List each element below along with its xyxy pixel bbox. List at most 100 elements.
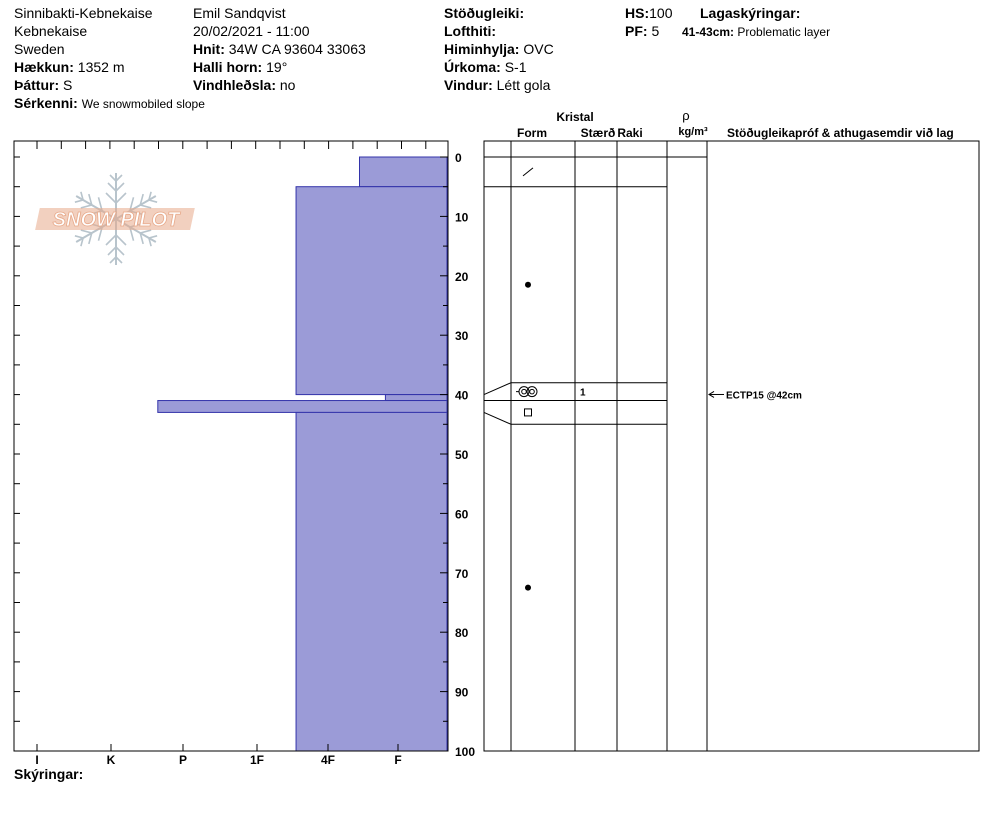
flake-branch xyxy=(80,237,84,247)
flake-branch xyxy=(105,192,117,204)
wind-loading-label: Vindhleðsla: xyxy=(193,77,276,93)
depth-tick-label: 70 xyxy=(455,567,469,581)
hardness-bar xyxy=(295,186,448,396)
hardness-bars xyxy=(157,156,448,752)
flake-branch xyxy=(88,193,93,206)
hs-value: 100 xyxy=(649,5,673,21)
hardness-bar xyxy=(384,394,448,402)
flake-branch xyxy=(115,192,127,204)
area-name: Kebnekaise xyxy=(14,23,88,39)
hardness-bar xyxy=(157,400,448,413)
slope-label: Halli horn: xyxy=(193,59,263,75)
depth-tick-label: 90 xyxy=(455,686,469,700)
grain-symbols: 1 xyxy=(516,167,586,591)
flake-branch xyxy=(139,232,144,245)
flake-branch xyxy=(148,191,152,201)
hardness-tick-label: P xyxy=(179,753,187,767)
form-header: Form xyxy=(517,126,547,140)
precip-label: Úrkoma: xyxy=(444,59,501,75)
snowpilot-logo: SNOW PILOT xyxy=(35,173,195,265)
layer-table: Kristal Form Stærð Raki ρ kg/m³ Stöðugle… xyxy=(483,108,980,752)
row-lines xyxy=(483,186,667,425)
hardness-bar xyxy=(295,411,448,752)
stability-tests: ECTP15 @42cm xyxy=(708,390,802,401)
size-header: Stærð xyxy=(581,126,616,140)
density-symbol: ρ xyxy=(682,108,689,123)
hardness-bar xyxy=(359,156,448,188)
layer-notes-label: Lagaskýringar: xyxy=(700,5,801,21)
air-temp-label: Lofthiti: xyxy=(444,23,497,39)
flake-branch xyxy=(115,174,123,182)
aspect-value: S xyxy=(63,77,73,93)
observer-name: Emil Sandqvist xyxy=(193,5,286,21)
flake-branch xyxy=(140,204,152,209)
flake-branch xyxy=(107,246,117,256)
flake-branch xyxy=(148,199,158,203)
layer-note-range: 41-43cm: xyxy=(682,25,735,39)
moisture-header: Raki xyxy=(617,126,642,140)
flake-branch xyxy=(74,235,84,239)
features-value: We snowmobiled slope xyxy=(81,97,205,111)
location-name: Sinnibakti-Kebnekaise xyxy=(14,5,153,21)
country-name: Sweden xyxy=(14,41,65,57)
depth-tick-label: 50 xyxy=(455,448,469,462)
decomposing-grain-icon xyxy=(522,167,534,177)
surface-hoar-icon xyxy=(526,386,538,398)
depth-tick-label: 80 xyxy=(455,626,469,640)
comments-header: Stöðugleikapróf & athugasemdir við lag xyxy=(727,126,954,140)
hardness-axis: I K P 1F 4F F xyxy=(35,744,402,767)
notes-label: Skýringar: xyxy=(14,766,84,782)
elevation-label: Hækkun: xyxy=(14,59,74,75)
logo-text: SNOW PILOT xyxy=(53,209,181,231)
row-connector xyxy=(483,411,512,425)
flake-branch xyxy=(109,174,117,182)
rounded-grain-icon xyxy=(525,584,531,591)
row-connector xyxy=(483,382,512,396)
flake-branch xyxy=(148,235,158,239)
flake-branch xyxy=(109,256,117,264)
flake-branch xyxy=(115,256,123,264)
test-label: ECTP15 @42cm xyxy=(726,390,802,401)
slope-value: 19° xyxy=(266,59,288,75)
left-ticks xyxy=(14,156,20,752)
layer-note-text: Problematic layer xyxy=(737,25,831,39)
flake-branch xyxy=(115,246,125,256)
top-ticks xyxy=(36,141,427,149)
table-frame xyxy=(483,140,980,752)
stability-label: Stöðugleiki: xyxy=(444,5,525,21)
wind-label: Vindur: xyxy=(444,77,493,93)
coords-label: Hnit: xyxy=(193,41,225,57)
flake-branch xyxy=(115,182,125,192)
flake-branch xyxy=(88,232,93,245)
faceted-grain-icon xyxy=(524,408,532,417)
flake-branch xyxy=(107,182,117,192)
grain-size-label: 1 xyxy=(580,388,586,399)
hardness-tick-label: K xyxy=(107,753,116,767)
elevation-value: 1352 m xyxy=(77,59,125,75)
aspect-label: Þáttur: xyxy=(14,77,60,93)
observation-datetime: 20/02/2021 - 11:00 xyxy=(193,23,310,39)
depth-tick-label: 0 xyxy=(455,151,462,165)
hardness-tick-label: 4F xyxy=(321,753,335,767)
hs-label: HS: xyxy=(625,5,650,21)
flake-branch xyxy=(80,229,92,234)
hardness-tick-label: F xyxy=(394,753,401,767)
depth-tick-label: 60 xyxy=(455,507,469,521)
precip-value: S-1 xyxy=(504,59,527,75)
features-label: Sérkenni: xyxy=(14,95,78,111)
surface-hoar-icon xyxy=(521,388,527,395)
depth-tick-label: 20 xyxy=(455,270,469,284)
flake-branch xyxy=(74,199,84,203)
pf-label: PF: xyxy=(625,23,648,39)
depth-tick-label: 100 xyxy=(455,745,475,759)
crystal-header: Kristal xyxy=(556,110,593,124)
depth-tick-label: 40 xyxy=(455,389,469,403)
logo-band xyxy=(35,208,195,230)
wind-value: Létt gola xyxy=(496,77,551,93)
sky-value: OVC xyxy=(523,41,554,57)
density-unit: kg/m³ xyxy=(678,126,708,138)
flake-branch xyxy=(148,237,152,247)
pf-value: 5 xyxy=(651,23,660,39)
flake-branch xyxy=(80,204,92,209)
